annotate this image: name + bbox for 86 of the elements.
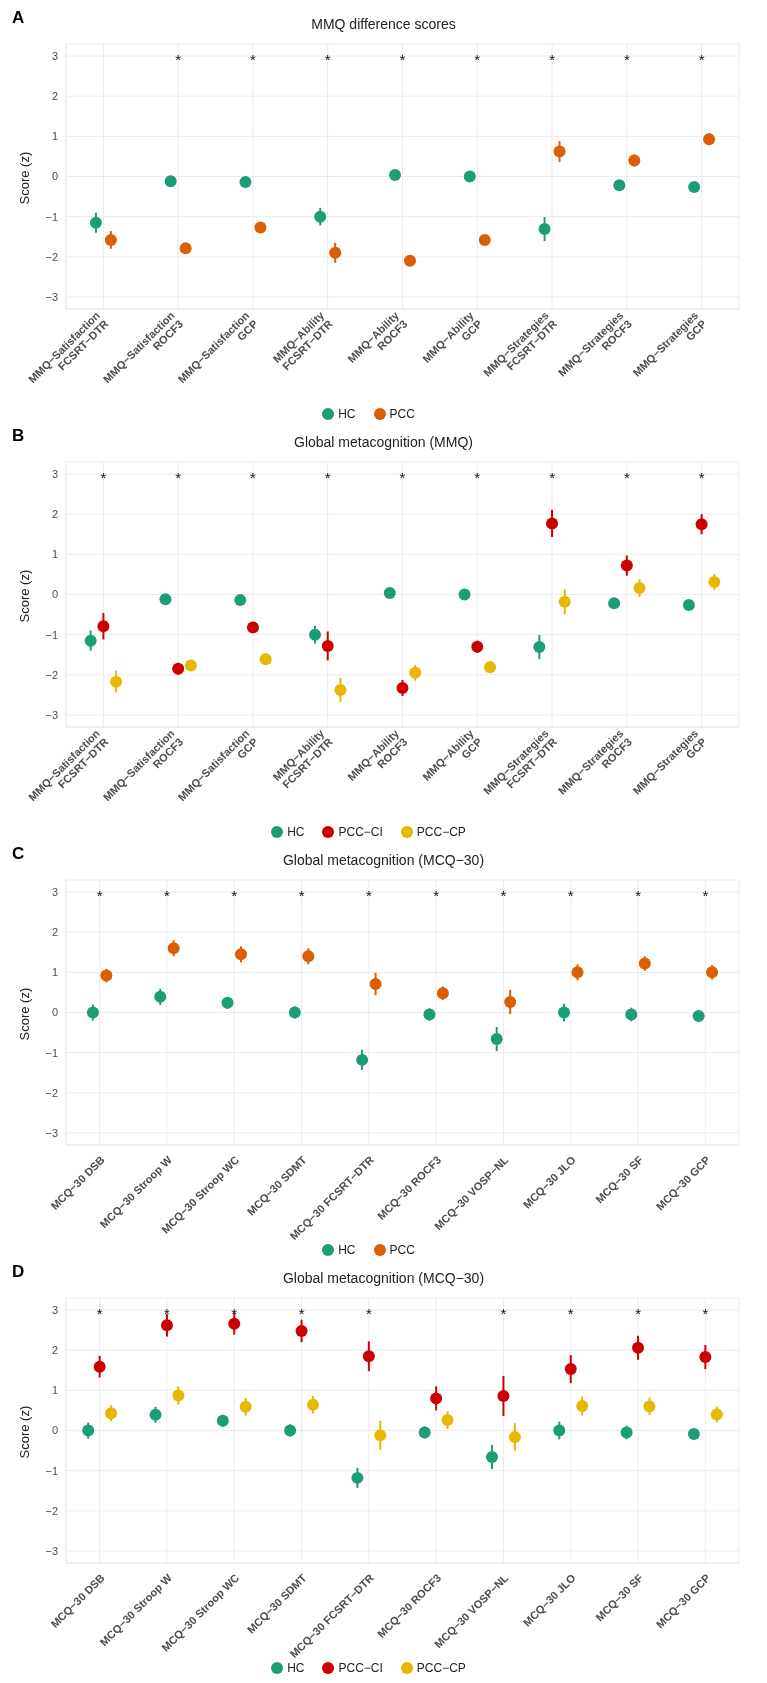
annotation: * xyxy=(702,1305,709,1323)
text: D xyxy=(12,1262,25,1282)
legend-label: PCC−CP xyxy=(416,825,466,839)
legend-label: HC xyxy=(338,1243,356,1257)
y-axis-title: Score (z) xyxy=(16,987,32,1041)
legend-label: PCC−CI xyxy=(338,825,383,839)
y-tick-label: 2 xyxy=(51,1344,58,1357)
y-tick-label: −1 xyxy=(45,628,58,641)
annotation: * xyxy=(433,887,440,905)
text: C xyxy=(12,844,25,864)
y-tick-label: 0 xyxy=(51,170,58,183)
y-tick-label: 2 xyxy=(51,508,58,521)
annotation: * xyxy=(635,1305,642,1323)
y-tick-label: −2 xyxy=(45,250,58,263)
annotation: * xyxy=(549,51,556,69)
annotation: * xyxy=(698,51,705,69)
y-tick-label: 1 xyxy=(51,966,58,979)
y-tick-label: −3 xyxy=(45,1544,58,1557)
annotation: * xyxy=(175,51,182,69)
annotation: * xyxy=(231,887,238,905)
annotation: * xyxy=(635,887,642,905)
y-tick-label: −3 xyxy=(45,290,58,303)
chart-title: MMQ difference scores xyxy=(311,16,456,32)
y-tick-label: −3 xyxy=(45,708,58,721)
y-tick-label: 3 xyxy=(51,1303,58,1316)
annotation: * xyxy=(549,469,556,487)
y-tick-label: 3 xyxy=(51,49,58,62)
legend-label: HC xyxy=(287,1661,305,1675)
y-tick-label: 1 xyxy=(51,130,58,143)
annotation: * xyxy=(298,1305,305,1323)
y-tick-label: 3 xyxy=(51,467,58,480)
y-axis-title: Score (z) xyxy=(16,569,32,623)
y-axis-title: Score (z) xyxy=(16,1405,32,1459)
annotation: * xyxy=(324,51,331,69)
y-tick-label: −1 xyxy=(45,210,58,223)
annotation: * xyxy=(298,887,305,905)
legend-label: PCC−CI xyxy=(338,1661,383,1675)
annotation: * xyxy=(399,51,406,69)
y-tick-label: −3 xyxy=(45,1126,58,1139)
annotation: * xyxy=(702,887,709,905)
y-tick-label: 3 xyxy=(51,885,58,898)
annotation: * xyxy=(324,469,331,487)
annotation: * xyxy=(164,887,171,905)
annotation: * xyxy=(474,469,481,487)
y-tick-label: 1 xyxy=(51,548,58,561)
chart-title: Global metacognition (MMQ) xyxy=(294,434,473,450)
annotation: * xyxy=(500,1305,507,1323)
annotation: * xyxy=(698,469,705,487)
annotation: * xyxy=(567,887,574,905)
annotation: * xyxy=(175,469,182,487)
chart-title: Global metacognition (MCQ−30) xyxy=(282,852,485,868)
annotation: * xyxy=(399,469,406,487)
y-tick-label: 2 xyxy=(51,926,58,939)
annotation: * xyxy=(231,1305,238,1323)
annotation: * xyxy=(164,1305,171,1323)
y-tick-label: −1 xyxy=(45,1464,58,1477)
annotation: * xyxy=(474,51,481,69)
text: A xyxy=(12,8,25,28)
y-tick-label: 0 xyxy=(51,1006,58,1019)
text: B xyxy=(12,426,25,446)
y-tick-label: 1 xyxy=(51,1384,58,1397)
legend-label: PCC xyxy=(389,407,415,421)
y-tick-label: 0 xyxy=(51,1424,58,1437)
annotation: * xyxy=(100,469,107,487)
chart-title: Global metacognition (MCQ−30) xyxy=(282,1270,485,1286)
legend-label: PCC−CP xyxy=(416,1661,466,1675)
annotation: * xyxy=(567,1305,574,1323)
annotation: * xyxy=(96,1305,103,1323)
annotation: * xyxy=(500,887,507,905)
annotation: * xyxy=(250,51,257,69)
annotation: * xyxy=(365,887,372,905)
annotation: * xyxy=(623,469,630,487)
y-axis-title: Score (z) xyxy=(16,151,32,205)
annotation: * xyxy=(623,51,630,69)
legend-label: HC xyxy=(338,407,356,421)
y-tick-label: 0 xyxy=(51,588,58,601)
y-tick-label: −2 xyxy=(45,1504,58,1517)
legend-label: HC xyxy=(287,825,305,839)
y-tick-label: 2 xyxy=(51,90,58,103)
y-tick-label: −1 xyxy=(45,1046,58,1059)
y-tick-label: −2 xyxy=(45,1086,58,1099)
annotation: * xyxy=(365,1305,372,1323)
legend-label: PCC xyxy=(389,1243,415,1257)
annotation: * xyxy=(96,887,103,905)
y-tick-label: −2 xyxy=(45,668,58,681)
annotation: * xyxy=(250,469,257,487)
